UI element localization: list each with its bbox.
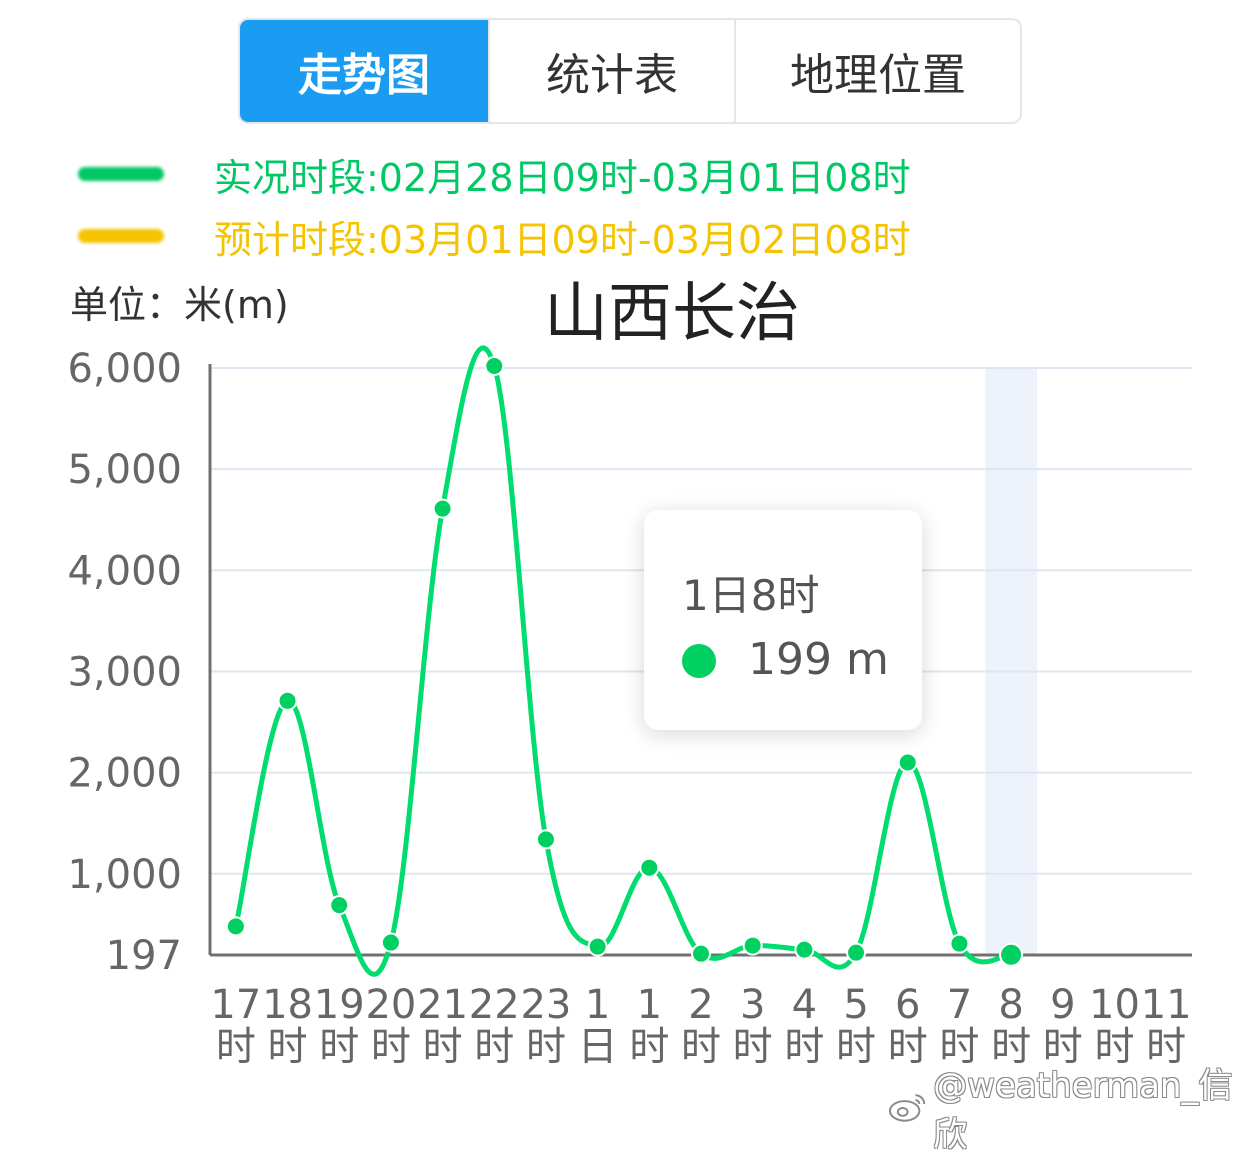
x-tick-label: 9 xyxy=(1050,982,1075,1028)
unit-label: 单位：米(m) xyxy=(70,283,289,327)
x-tick-label: 8 xyxy=(998,982,1023,1028)
data-point xyxy=(949,933,970,954)
x-tick-label: 11 xyxy=(1141,982,1192,1028)
x-tick-label: 4 xyxy=(792,982,817,1028)
x-tick-label-unit: 时 xyxy=(423,1024,463,1070)
legend-actual: 实况时段:02月28日09时-03月01日08时 xyxy=(78,148,911,200)
y-tick-label: 1,000 xyxy=(67,852,182,898)
data-point xyxy=(639,857,660,878)
x-tick-label-unit: 时 xyxy=(319,1024,359,1070)
legend-forecast: 预计时段:03月01日09时-03月02日08时 xyxy=(78,210,911,262)
data-point xyxy=(587,936,608,957)
x-tick-label: 7 xyxy=(947,982,972,1028)
x-tick-label: 1 xyxy=(637,982,662,1028)
tab-geo-location[interactable]: 地理位置 xyxy=(790,50,966,101)
data-point xyxy=(329,895,350,916)
tooltip-value: 199 m xyxy=(748,634,889,685)
y-tick-label: 2,000 xyxy=(67,751,182,797)
data-point xyxy=(432,498,453,519)
chart-tooltip: 1日8时 199 m xyxy=(644,510,922,730)
view-tabs: 走势图 统计表 地理位置 xyxy=(238,18,1022,124)
data-point xyxy=(535,829,556,850)
x-tick-label: 2 xyxy=(688,982,713,1028)
x-tick-label-unit: 时 xyxy=(733,1024,773,1070)
x-tick-label: 1 xyxy=(585,982,610,1028)
tooltip-time: 1日8时 xyxy=(682,571,820,620)
x-tick-label-unit: 时 xyxy=(629,1024,669,1070)
y-tick-label: 4,000 xyxy=(67,548,182,594)
x-tick-label-unit: 时 xyxy=(836,1024,876,1070)
x-tick-label: 20 xyxy=(365,982,416,1028)
x-tick-label: 21 xyxy=(417,982,468,1028)
data-point xyxy=(225,916,246,937)
x-tick-label: 5 xyxy=(843,982,868,1028)
x-tick-label-unit: 时 xyxy=(991,1024,1031,1070)
watermark: @weatherman_信欣 xyxy=(888,1058,1260,1156)
data-point xyxy=(846,942,867,963)
x-tick-label-unit: 时 xyxy=(216,1024,256,1070)
data-point xyxy=(691,943,711,964)
legend-actual-swatch xyxy=(78,167,164,181)
x-tick-label-unit: 时 xyxy=(371,1024,411,1070)
tab-trend[interactable]: 走势图 xyxy=(240,20,490,122)
x-tick-label-unit: 日 xyxy=(578,1024,618,1070)
x-tick-label: 3 xyxy=(740,982,765,1028)
data-point xyxy=(484,355,505,376)
x-tick-label: 17 xyxy=(210,982,261,1028)
highlight-band xyxy=(985,368,1037,955)
chart-title: 山西长治 xyxy=(544,277,800,351)
y-tick-label: 3,000 xyxy=(67,649,182,695)
weibo-icon xyxy=(888,1094,926,1122)
x-tick-label: 6 xyxy=(895,982,920,1028)
x-tick-label-unit: 时 xyxy=(474,1024,514,1070)
x-tick-label-unit: 时 xyxy=(888,1024,928,1070)
x-tick-label: 22 xyxy=(469,982,520,1028)
data-point xyxy=(277,690,298,711)
data-point xyxy=(742,935,763,956)
x-tick-label: 19 xyxy=(314,982,365,1028)
legend-forecast-swatch xyxy=(78,229,164,243)
legend-actual-label: 实况时段:02月28日09时-03月01日08时 xyxy=(214,155,911,200)
x-tick-label: 18 xyxy=(262,982,313,1028)
watermark-text: @weatherman_信欣 xyxy=(933,1066,1233,1155)
data-point xyxy=(897,752,918,773)
x-tick-label: 10 xyxy=(1089,982,1140,1028)
y-tick-label: 5,000 xyxy=(67,447,182,493)
x-tick-label: 23 xyxy=(520,982,571,1028)
x-tick-label-unit: 时 xyxy=(1043,1024,1083,1070)
data-point xyxy=(999,942,1024,967)
x-tick-label-unit: 时 xyxy=(526,1024,566,1070)
x-tick-label-unit: 时 xyxy=(784,1024,824,1070)
y-tick-label: 197 xyxy=(106,933,182,979)
visibility-line-chart[interactable]: 1971,0002,0003,0004,0005,0006,00017时18时1… xyxy=(0,0,1260,1108)
legend-forecast-label: 预计时段:03月01日09时-03月02日08时 xyxy=(214,217,911,262)
y-tick-label: 6,000 xyxy=(67,346,182,392)
x-tick-label-unit: 时 xyxy=(1146,1024,1186,1070)
tab-statistics-table[interactable]: 统计表 xyxy=(490,20,736,122)
x-tick-label-unit: 时 xyxy=(681,1024,721,1070)
x-tick-label-unit: 时 xyxy=(1094,1024,1134,1070)
tooltip-series-dot-icon xyxy=(682,644,716,678)
x-tick-label-unit: 时 xyxy=(939,1024,979,1070)
x-tick-label-unit: 时 xyxy=(268,1024,308,1070)
data-point xyxy=(794,939,815,960)
data-point xyxy=(380,932,401,953)
